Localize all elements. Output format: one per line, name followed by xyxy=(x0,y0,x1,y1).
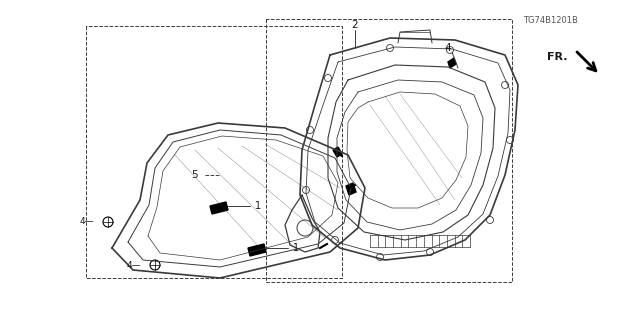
Text: 4—: 4— xyxy=(126,260,141,269)
Text: 4—: 4— xyxy=(79,218,94,227)
Text: 5: 5 xyxy=(191,170,198,180)
Text: 4: 4 xyxy=(445,43,451,53)
Text: TG74B1201B: TG74B1201B xyxy=(523,16,578,25)
Text: 1: 1 xyxy=(293,243,299,253)
Text: 1: 1 xyxy=(255,201,261,211)
Polygon shape xyxy=(346,183,356,195)
Polygon shape xyxy=(448,58,456,68)
Polygon shape xyxy=(210,202,228,214)
Text: FR.: FR. xyxy=(547,52,568,62)
Polygon shape xyxy=(333,147,342,157)
Text: 2: 2 xyxy=(352,20,358,30)
Polygon shape xyxy=(248,244,266,256)
